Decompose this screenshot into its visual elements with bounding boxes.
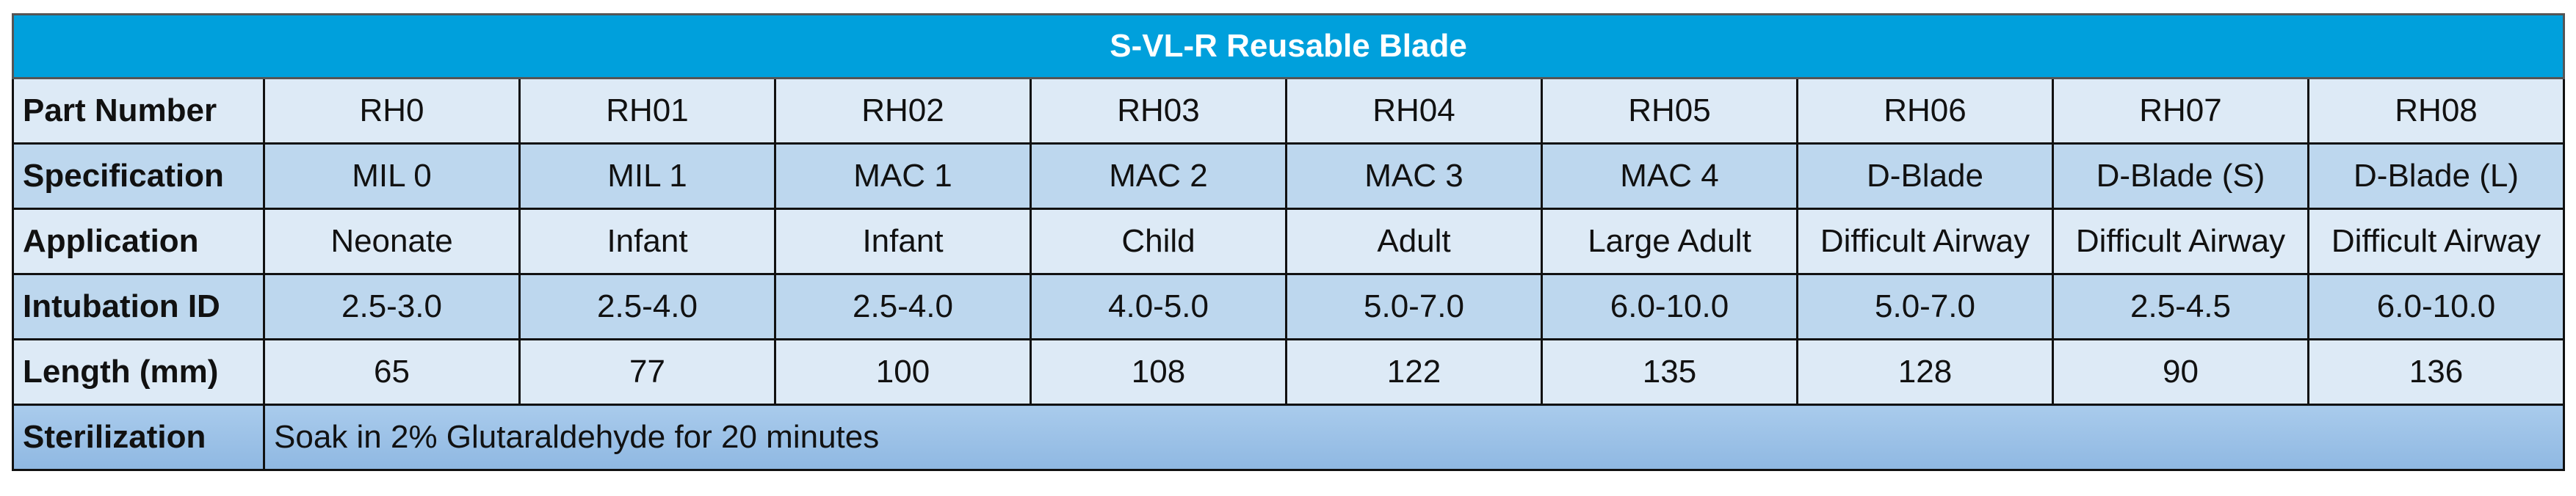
table-cell: RH08 (2307, 77, 2566, 145)
table-cell: D-Blade (1796, 142, 2054, 210)
table-cell: Difficult Airway (1796, 208, 2054, 275)
table-cell: MAC 1 (774, 142, 1032, 210)
table-row: Specification MIL 0 MIL 1 MAC 1 MAC 2 MAC 3 MA… (12, 142, 2566, 210)
table-cell: Difficult Airway (2307, 208, 2566, 275)
table-cell: RH04 (1285, 77, 1543, 145)
table-cell: 90 (2052, 338, 2309, 406)
table-cell: 4.0-5.0 (1030, 273, 1287, 340)
row-label: Length (mm) (12, 338, 265, 406)
spec-table-wrapper: S-VL-R Reusable Blade Part Number RH0 RH01… (11, 13, 2566, 471)
table-cell: MAC 3 (1285, 142, 1543, 210)
table-cell: 108 (1030, 338, 1287, 406)
table-cell: Infant (518, 208, 776, 275)
table-cell: Infant (774, 208, 1032, 275)
row-label: Intubation ID (12, 273, 265, 340)
table-cell: 65 (263, 338, 521, 406)
table-cell: 2.5-3.0 (263, 273, 521, 340)
table-cell: RH07 (2052, 77, 2309, 145)
table-cell: RH02 (774, 77, 1032, 145)
row-label: Sterilization (12, 404, 265, 471)
table-cell: 5.0-7.0 (1796, 273, 2054, 340)
table-row: Length (mm) 65 77 100 108 122 135 128 90 136 (12, 338, 2566, 406)
table-cell: RH01 (518, 77, 776, 145)
sterilization-row: Sterilization Soak in 2% Glutaraldehyde f… (12, 404, 2566, 471)
table-cell: 136 (2307, 338, 2566, 406)
table-title: S-VL-R Reusable Blade (11, 13, 2566, 79)
table-cell: 6.0-10.0 (2307, 273, 2566, 340)
table-cell: Large Adult (1541, 208, 1798, 275)
title-row: S-VL-R Reusable Blade (11, 13, 2566, 79)
table-cell: 6.0-10.0 (1541, 273, 1798, 340)
table-cell: MAC 4 (1541, 142, 1798, 210)
table-cell: MIL 1 (518, 142, 776, 210)
table-cell: D-Blade (S) (2052, 142, 2309, 210)
table-cell: Neonate (263, 208, 521, 275)
table-cell: MIL 0 (263, 142, 521, 210)
table-cell: MAC 2 (1030, 142, 1287, 210)
table-cell: 5.0-7.0 (1285, 273, 1543, 340)
row-label: Part Number (12, 77, 265, 145)
table-cell: 122 (1285, 338, 1543, 406)
table-cell: 2.5-4.0 (518, 273, 776, 340)
table-cell: RH05 (1541, 77, 1798, 145)
spec-table: S-VL-R Reusable Blade Part Number RH0 RH01… (11, 13, 2566, 471)
table-cell: 77 (518, 338, 776, 406)
table-cell: D-Blade (L) (2307, 142, 2566, 210)
row-label: Application (12, 208, 265, 275)
table-cell: Adult (1285, 208, 1543, 275)
sterilization-text: Soak in 2% Glutaraldehyde for 20 minutes (262, 404, 2566, 471)
table-cell: 2.5-4.0 (774, 273, 1032, 340)
table-row: Intubation ID 2.5-3.0 2.5-4.0 2.5-4.0 4.0-5.… (12, 273, 2566, 340)
row-label: Specification (12, 142, 265, 210)
table-cell: 128 (1796, 338, 2054, 406)
table-row: Application Neonate Infant Infant Child Adult… (12, 208, 2566, 275)
table-cell: RH03 (1030, 77, 1287, 145)
table-cell: RH06 (1796, 77, 2054, 145)
table-row: Part Number RH0 RH01 RH02 RH03 RH04 RH05 RH06 RH… (12, 77, 2566, 145)
table-cell: 135 (1541, 338, 1798, 406)
table-cell: 2.5-4.5 (2052, 273, 2309, 340)
table-cell: Difficult Airway (2052, 208, 2309, 275)
table-cell: Child (1030, 208, 1287, 275)
table-cell: RH0 (263, 77, 521, 145)
table-cell: 100 (774, 338, 1032, 406)
